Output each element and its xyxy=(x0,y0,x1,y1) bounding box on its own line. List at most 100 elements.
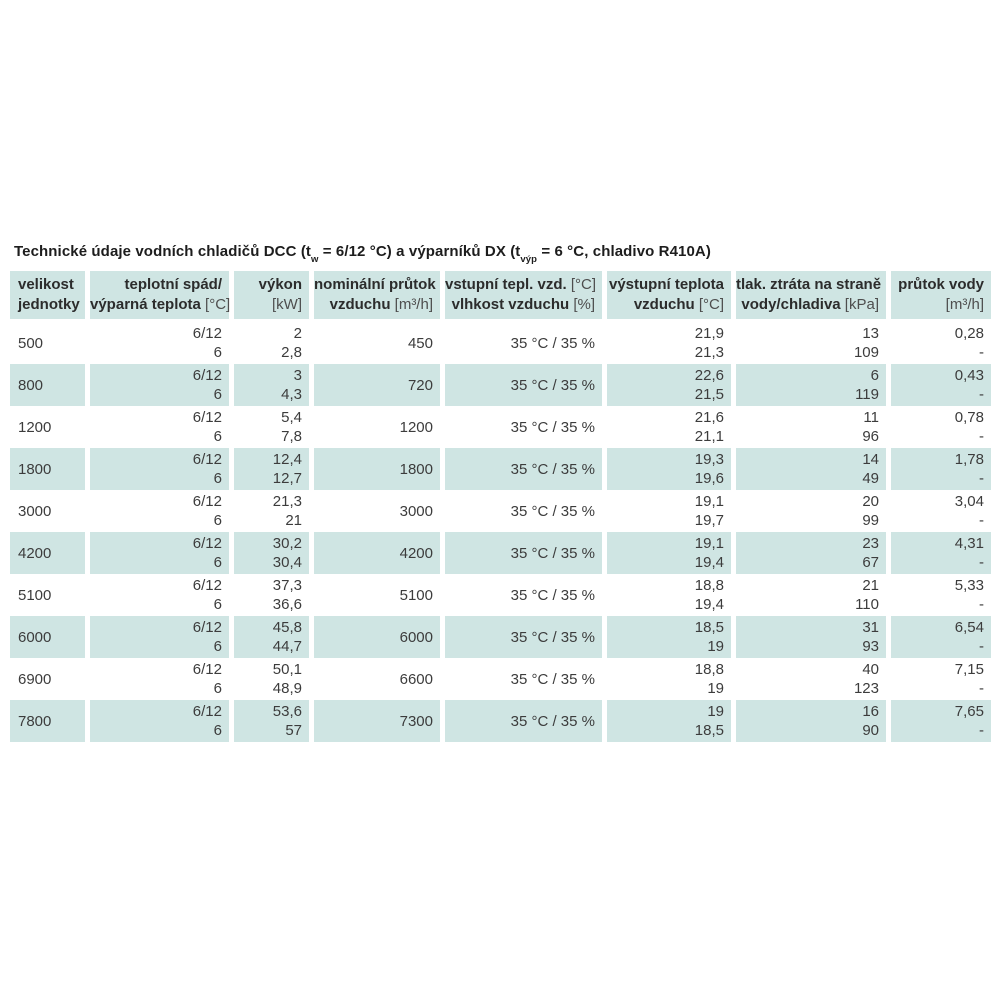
cell-unit-size: 800 xyxy=(10,364,85,406)
cell-pressure-drop: 14 49 xyxy=(736,448,886,490)
cell-inlet-air: 35 °C / 35 % xyxy=(510,502,595,520)
column-header-water-flow: průtok vody [m³/h] xyxy=(891,271,991,319)
cell-outlet-air-temp: 19,3 19,6 xyxy=(607,448,731,490)
cell-outlet-air-temp: 19,1 19,7 xyxy=(694,492,724,530)
cell-unit-size: 3000 xyxy=(18,502,52,520)
cell-temp-gradient: 6/12 6 xyxy=(192,324,222,362)
cell-temp-gradient: 6/12 6 xyxy=(90,532,229,574)
cell-temp-gradient: 6/12 6 xyxy=(90,364,229,406)
cell-nominal-airflow: 5100 xyxy=(399,586,433,604)
title-text: = 6/12 °C) a výparníků DX (t xyxy=(318,243,521,260)
table-row: 5100 6/12 6 37,3 36,6 5100 35 °C / 35 % … xyxy=(10,574,991,616)
cell-inlet-air: 35 °C / 35 % xyxy=(445,700,602,742)
cell-outlet-air-temp: 21,6 21,1 xyxy=(694,408,724,446)
column-header-nominal-airflow: nominální průtok vzduchu [m³/h] xyxy=(314,271,440,319)
cell-pressure-drop: 23 67 xyxy=(736,532,886,574)
cell-outlet-air-temp: 18,8 19,4 xyxy=(694,576,724,614)
cell-power: 30,2 30,4 xyxy=(234,532,309,574)
cell-inlet-air: 35 °C / 35 % xyxy=(510,670,595,688)
title-subscript-w: w xyxy=(311,254,319,265)
technical-data-table: velikost jednotky teplotní spád/ výparná… xyxy=(10,271,991,742)
cell-inlet-air: 35 °C / 35 % xyxy=(510,334,595,352)
cell-unit-size: 7800 xyxy=(10,700,85,742)
cell-outlet-air-temp: 19 18,5 xyxy=(607,700,731,742)
column-header-temp-gradient: teplotní spád/ výparná teplota [°C] xyxy=(90,271,230,319)
cell-temp-gradient: 6/12 6 xyxy=(90,616,229,658)
column-header-inlet-air: vstupní tepl. vzd. [°C] vlhkost vzduchu … xyxy=(445,271,602,319)
cell-inlet-air: 35 °C / 35 % xyxy=(445,616,602,658)
cell-pressure-drop: 20 99 xyxy=(862,492,879,530)
cell-outlet-air-temp: 22,6 21,5 xyxy=(607,364,731,406)
cell-unit-size: 6000 xyxy=(10,616,85,658)
cell-unit-size: 4200 xyxy=(10,532,85,574)
column-header-power: výkon [kW] xyxy=(234,271,309,319)
cell-outlet-air-temp: 21,9 21,3 xyxy=(694,324,724,362)
cell-inlet-air: 35 °C / 35 % xyxy=(510,418,595,436)
cell-water-flow: 0,43 - xyxy=(891,364,991,406)
table-body: 500 6/12 6 2 2,8 450 35 °C / 35 % 21,9 2… xyxy=(10,322,991,742)
cell-nominal-airflow: 720 xyxy=(314,364,440,406)
cell-unit-size: 5100 xyxy=(18,586,52,604)
cell-outlet-air-temp: 19,1 19,4 xyxy=(607,532,731,574)
cell-unit-size: 500 xyxy=(18,334,44,352)
cell-pressure-drop: 16 90 xyxy=(736,700,886,742)
cell-temp-gradient: 6/12 6 xyxy=(192,576,222,614)
cell-temp-gradient: 6/12 6 xyxy=(192,660,222,698)
cell-inlet-air: 35 °C / 35 % xyxy=(445,448,602,490)
cell-temp-gradient: 6/12 6 xyxy=(90,448,229,490)
table-row: 6000 6/12 6 45,8 44,7 6000 35 °C / 35 % … xyxy=(10,616,991,658)
cell-water-flow: 7,65 - xyxy=(891,700,991,742)
cell-nominal-airflow: 3000 xyxy=(399,502,433,520)
cell-temp-gradient: 6/12 6 xyxy=(192,408,222,446)
cell-power: 45,8 44,7 xyxy=(234,616,309,658)
cell-water-flow: 7,15 - xyxy=(954,660,984,698)
cell-water-flow: 3,04 - xyxy=(954,492,984,530)
page-title: Technické údaje vodních chladičů DCC (tw… xyxy=(14,243,1000,264)
title-text: Technické údaje vodních chladičů DCC (t xyxy=(14,243,312,260)
cell-nominal-airflow: 450 xyxy=(407,334,433,352)
table-row: 3000 6/12 6 21,3 21 3000 35 °C / 35 % 19… xyxy=(10,490,991,532)
cell-power: 2 2,8 xyxy=(281,324,302,362)
cell-power: 5,4 7,8 xyxy=(281,408,302,446)
cell-unit-size: 1200 xyxy=(18,418,52,436)
cell-pressure-drop: 11 96 xyxy=(862,408,879,446)
table-row: 500 6/12 6 2 2,8 450 35 °C / 35 % 21,9 2… xyxy=(10,322,991,364)
cell-nominal-airflow: 6000 xyxy=(314,616,440,658)
table-row: 1200 6/12 6 5,4 7,8 1200 35 °C / 35 % 21… xyxy=(10,406,991,448)
cell-unit-size: 1800 xyxy=(10,448,85,490)
cell-pressure-drop: 31 93 xyxy=(736,616,886,658)
cell-power: 21,3 21 xyxy=(272,492,302,530)
cell-pressure-drop: 40 123 xyxy=(853,660,879,698)
cell-outlet-air-temp: 18,5 19 xyxy=(607,616,731,658)
table-header-row: velikost jednotky teplotní spád/ výparná… xyxy=(10,271,991,319)
table-row: 1800 6/12 6 12,4 12,7 1800 35 °C / 35 % … xyxy=(10,448,991,490)
cell-unit-size: 6900 xyxy=(18,670,52,688)
cell-pressure-drop: 6 119 xyxy=(736,364,886,406)
cell-nominal-airflow: 6600 xyxy=(399,670,433,688)
column-header-outlet-air-temp: výstupní teplota vzduchu [°C] xyxy=(607,271,731,319)
cell-temp-gradient: 6/12 6 xyxy=(90,700,229,742)
cell-power: 53,6 57 xyxy=(234,700,309,742)
cell-inlet-air: 35 °C / 35 % xyxy=(510,586,595,604)
cell-nominal-airflow: 1200 xyxy=(399,418,433,436)
title-subscript-vyp: výp xyxy=(520,254,538,265)
title-text: = 6 °C, chladivo R410A) xyxy=(537,243,711,260)
cell-power: 37,3 36,6 xyxy=(272,576,302,614)
cell-water-flow: 5,33 - xyxy=(954,576,984,614)
cell-water-flow: 4,31 - xyxy=(891,532,991,574)
column-header-unit-size: velikost jednotky xyxy=(10,271,85,319)
cell-power: 12,4 12,7 xyxy=(234,448,309,490)
cell-outlet-air-temp: 18,8 19 xyxy=(694,660,724,698)
cell-water-flow: 1,78 - xyxy=(891,448,991,490)
cell-inlet-air: 35 °C / 35 % xyxy=(445,364,602,406)
cell-inlet-air: 35 °C / 35 % xyxy=(445,532,602,574)
cell-power: 50,1 48,9 xyxy=(272,660,302,698)
table-row: 7800 6/12 6 53,6 57 7300 35 °C / 35 % 19… xyxy=(10,700,991,742)
cell-nominal-airflow: 7300 xyxy=(314,700,440,742)
cell-power: 3 4,3 xyxy=(234,364,309,406)
cell-nominal-airflow: 1800 xyxy=(314,448,440,490)
cell-water-flow: 0,28 - xyxy=(954,324,984,362)
cell-nominal-airflow: 4200 xyxy=(314,532,440,574)
cell-pressure-drop: 21 110 xyxy=(855,576,879,614)
